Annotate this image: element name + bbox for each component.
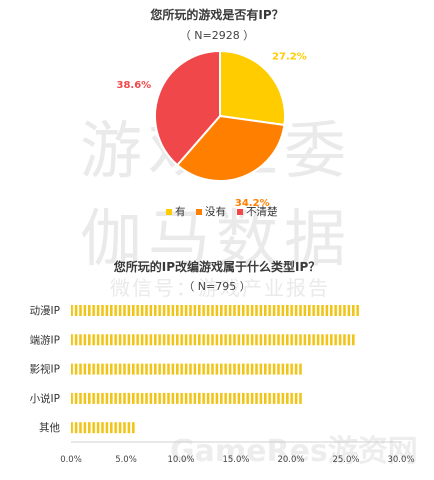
pie-slice-0 <box>219 49 286 127</box>
bar-0 <box>71 305 360 316</box>
x-tick-label-4: 20.0% <box>277 455 304 465</box>
pie-data-label-0: 27.2% <box>272 52 307 63</box>
pie-data-label-1: 34.2% <box>235 198 270 209</box>
pie-chart: 27.2% 34.2% 38.6% 有 没有 不清楚 <box>116 49 307 218</box>
bar-1 <box>71 334 356 346</box>
bar-4 <box>71 422 136 434</box>
legend-swatch-2 <box>237 209 243 215</box>
pie-chart-title: 您所玩的游戏是否有IP？ <box>150 8 284 22</box>
watermark-brand: GameRes游资网 <box>170 434 418 469</box>
x-tick-label-5: 25.0% <box>332 455 359 465</box>
x-tick-label-6: 30.0% <box>387 455 414 465</box>
bar-category-label-0: 动漫IP <box>30 304 60 317</box>
pie-slice-1 <box>175 114 286 182</box>
legend-label-0: 有 <box>175 205 186 218</box>
x-tick-label-1: 5.0% <box>115 455 137 465</box>
bar-2 <box>71 363 302 375</box>
legend-swatch-1 <box>196 209 202 215</box>
bar-chart-title: 您所玩的IP改编游戏属于什么类型IP？ <box>113 260 321 274</box>
legend-label-1: 没有 <box>205 205 226 218</box>
pie-slice-2 <box>154 49 221 167</box>
watermark-line2: 伽马数据 <box>80 202 353 275</box>
legend-swatch-0 <box>166 209 172 215</box>
x-tick-label-3: 15.0% <box>222 455 249 465</box>
bar-category-label-2: 影视IP <box>30 363 60 376</box>
bar-chart-subtitle: （ N=795 ） <box>183 280 251 293</box>
bar-3 <box>71 392 302 404</box>
bar-chart: 动漫IP 端游IP 影视IP 小说IP 其他 0.0% 5.0% 10.0% 15.0% 20.… <box>30 304 415 465</box>
bar-category-label-3: 小说IP <box>30 392 60 405</box>
legend-label-2: 不清楚 <box>246 205 278 218</box>
bar-category-label-1: 端游IP <box>30 333 60 346</box>
watermark-line3: 微信号：游戏产业报告 <box>110 276 330 300</box>
x-tick-label-0: 0.0% <box>60 455 82 465</box>
x-tick-label-2: 10.0% <box>167 455 194 465</box>
pie-data-label-2: 38.6% <box>116 80 151 91</box>
pie-chart-subtitle: （ N=2928 ） <box>179 29 255 42</box>
bar-category-label-4: 其他 <box>39 421 60 434</box>
